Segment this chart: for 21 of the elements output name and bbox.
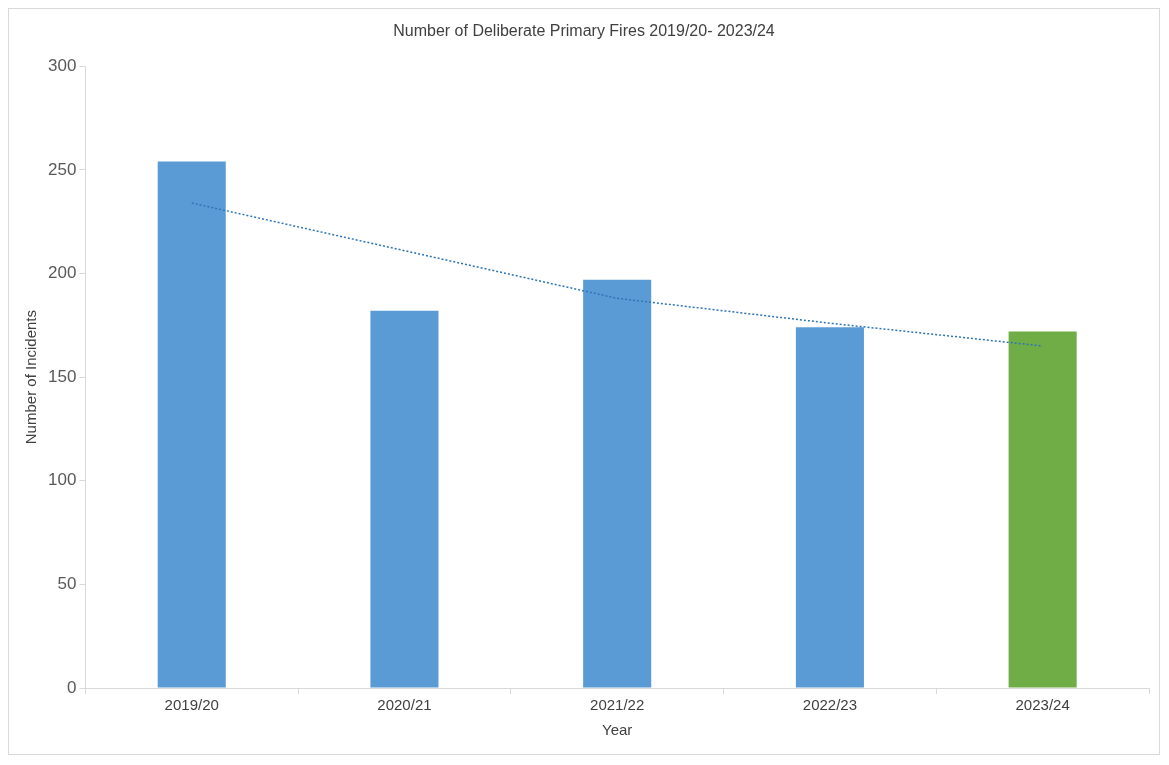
y-tick-label: 150 (47, 366, 77, 386)
y-tick-label: 200 (47, 263, 77, 283)
x-tick-label: 2019/20 (164, 696, 219, 714)
y-axis-title: Number of Incidents (22, 309, 40, 445)
x-tick-label: 2020/21 (377, 696, 432, 714)
y-tick-label: 50 (57, 574, 77, 594)
x-axis-title: Year (602, 721, 633, 739)
chart-title: Number of Deliberate Primary Fires 2019/20- 2023/24 (393, 22, 775, 40)
x-tick-label: 2022/23 (802, 696, 858, 714)
bar (583, 279, 652, 688)
y-tick-label: 0 (66, 677, 77, 697)
y-tick-label: 250 (47, 159, 77, 179)
y-tick-label: 300 (47, 55, 77, 75)
x-tick-label: 2023/24 (1015, 696, 1070, 714)
bar (157, 161, 226, 688)
line-series (190, 202, 1044, 347)
bar (370, 310, 439, 688)
bar (1008, 331, 1077, 688)
x-tick-label: 2021/22 (590, 696, 645, 714)
y-tick-label: 100 (47, 470, 77, 490)
bar (795, 327, 864, 688)
